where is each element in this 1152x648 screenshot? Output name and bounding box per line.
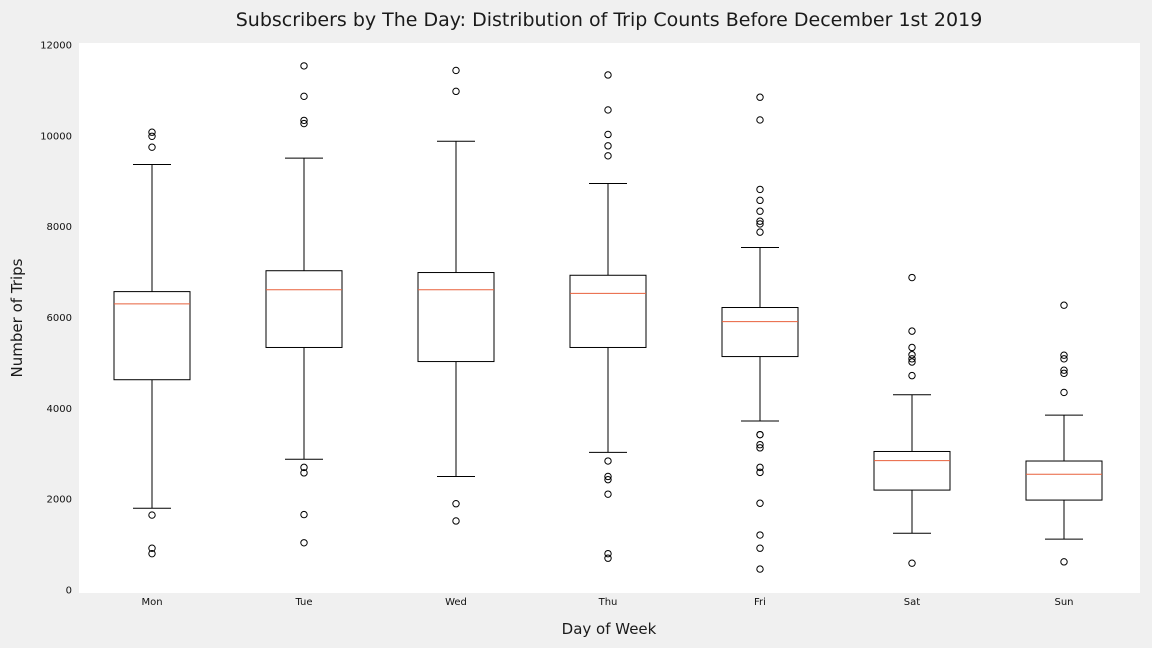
interquartile-box — [569, 274, 647, 348]
outlier-point — [604, 130, 612, 139]
outlier-point — [908, 559, 916, 567]
interquartile-box — [1025, 460, 1103, 501]
outlier-point — [300, 119, 308, 128]
outlier-point — [148, 511, 156, 519]
interquartile-box — [721, 307, 799, 358]
outlier-point — [1060, 351, 1068, 359]
x-axis-label: Day of Week — [562, 620, 657, 638]
outlier-point — [604, 475, 612, 484]
outlier-point — [756, 196, 764, 205]
outlier-point — [756, 228, 764, 236]
interquartile-box — [113, 291, 191, 381]
outlier-point — [452, 500, 460, 508]
box-sat — [873, 273, 951, 567]
chart-title: Subscribers by The Day: Distribution of … — [236, 9, 983, 31]
box-sun — [1025, 301, 1103, 566]
outlier-point — [908, 351, 916, 359]
outlier-point — [908, 327, 916, 335]
outlier-point — [756, 207, 764, 215]
plot-area — [79, 43, 1140, 593]
outlier-point — [148, 549, 156, 558]
x-tick-label: Sun — [1054, 597, 1073, 608]
outlier-point — [604, 71, 612, 79]
outlier-point — [756, 93, 764, 101]
y-axis-label: Number of Trips — [8, 258, 26, 377]
outlier-point — [604, 549, 612, 558]
x-tick-label: Thu — [598, 597, 618, 608]
box-thu — [569, 71, 647, 562]
x-axis-ticks: Mon Tue Wed Thu Fri Sat Sun — [141, 597, 1073, 608]
x-tick-label: Wed — [445, 597, 467, 608]
y-tick-label: 0 — [66, 586, 72, 597]
boxes-group — [113, 62, 1103, 573]
interquartile-box — [417, 272, 495, 363]
outlier-point — [1060, 369, 1068, 378]
outlier-point — [604, 457, 612, 465]
outlier-point — [756, 499, 764, 507]
outlier-point — [300, 469, 308, 477]
outlier-point — [300, 539, 308, 547]
outlier-point — [908, 343, 916, 352]
y-axis-ticks: 0 2000 4000 6000 8000 10000 12000 — [40, 41, 72, 597]
outlier-point — [756, 430, 764, 439]
y-tick-label: 2000 — [47, 495, 72, 506]
outlier-point — [1060, 388, 1068, 397]
outlier-point — [604, 472, 612, 481]
y-tick-label: 8000 — [47, 222, 72, 233]
outlier-point — [908, 358, 916, 366]
outlier-point — [1060, 366, 1068, 374]
outlier-point — [756, 468, 764, 477]
outlier-point — [300, 92, 308, 101]
outlier-point — [756, 116, 764, 124]
outlier-point — [148, 143, 156, 151]
box-mon — [113, 128, 191, 558]
outlier-point — [756, 217, 764, 225]
outlier-point — [756, 444, 764, 452]
outlier-point — [300, 62, 308, 70]
outlier-point — [300, 510, 308, 519]
outlier-point — [604, 142, 612, 150]
y-tick-label: 10000 — [40, 131, 72, 142]
y-tick-label: 4000 — [47, 404, 72, 415]
outlier-point — [604, 554, 612, 562]
outlier-point — [452, 517, 460, 525]
box-wed — [417, 66, 495, 525]
box-fri — [721, 93, 799, 573]
outlier-point — [452, 87, 460, 96]
x-tick-label: Sat — [904, 597, 920, 608]
outlier-point — [908, 355, 916, 363]
interquartile-box — [265, 270, 343, 348]
outlier-point — [756, 565, 764, 573]
outlier-point — [604, 490, 612, 498]
outlier-point — [908, 371, 916, 380]
outlier-point — [756, 440, 764, 449]
box-tue — [265, 62, 343, 547]
y-tick-label: 12000 — [40, 41, 72, 52]
outlier-point — [604, 152, 612, 160]
outlier-point — [148, 544, 156, 552]
outlier-point — [1060, 301, 1068, 309]
outlier-point — [452, 66, 460, 75]
outlier-point — [1060, 558, 1068, 566]
outlier-point — [756, 531, 764, 539]
outlier-point — [756, 463, 764, 472]
outlier-point — [756, 185, 764, 194]
x-tick-label: Fri — [754, 597, 766, 608]
outlier-point — [148, 132, 156, 140]
outlier-point — [300, 116, 308, 125]
outlier-point — [148, 128, 156, 136]
outlier-point — [604, 106, 612, 114]
outlier-point — [1060, 355, 1068, 363]
outlier-point — [756, 544, 764, 552]
x-tick-label: Tue — [294, 597, 312, 608]
y-tick-label: 6000 — [47, 313, 72, 324]
interquartile-box — [873, 450, 951, 491]
outlier-point — [908, 273, 916, 282]
outlier-point — [300, 463, 308, 472]
outlier-point — [756, 220, 764, 228]
x-tick-label: Mon — [141, 597, 162, 608]
